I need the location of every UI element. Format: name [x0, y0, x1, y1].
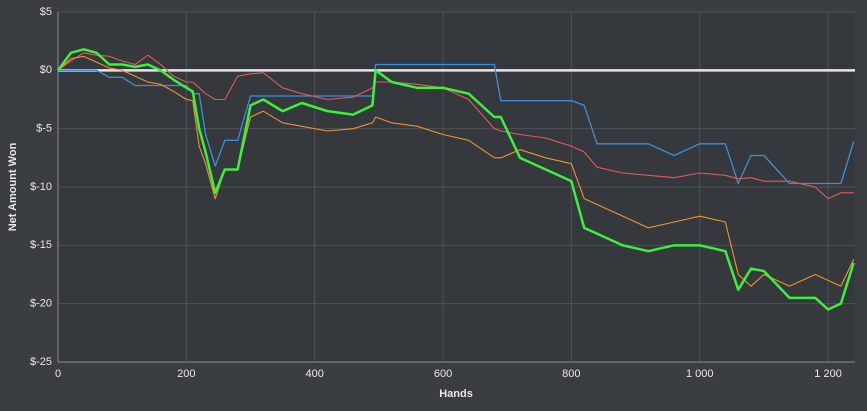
y-tick-label: $5: [40, 6, 52, 18]
x-tick-label: 200: [177, 368, 195, 380]
x-tick-label: 800: [562, 368, 580, 380]
y-tick-label: $-25: [30, 356, 52, 368]
series-line: [56, 48, 855, 311]
x-tick-label: 400: [306, 368, 324, 380]
series-line: [58, 63, 855, 185]
x-axis-title: Hands: [439, 388, 473, 400]
x-tick-label: 1 000: [686, 368, 714, 380]
y-tick-label: $0: [40, 64, 52, 76]
y-tick-label: $-15: [30, 239, 52, 251]
y-tick-label: $-20: [30, 298, 52, 310]
series-line: [57, 55, 855, 287]
x-tick-label: 1 200: [814, 368, 842, 380]
y-axis-title: Net Amount Won: [7, 142, 19, 231]
y-tick-label: $-5: [36, 123, 52, 135]
x-tick-label: 600: [434, 368, 452, 380]
y-tick-label: $-10: [30, 181, 52, 193]
x-tick-label: 0: [55, 368, 61, 380]
